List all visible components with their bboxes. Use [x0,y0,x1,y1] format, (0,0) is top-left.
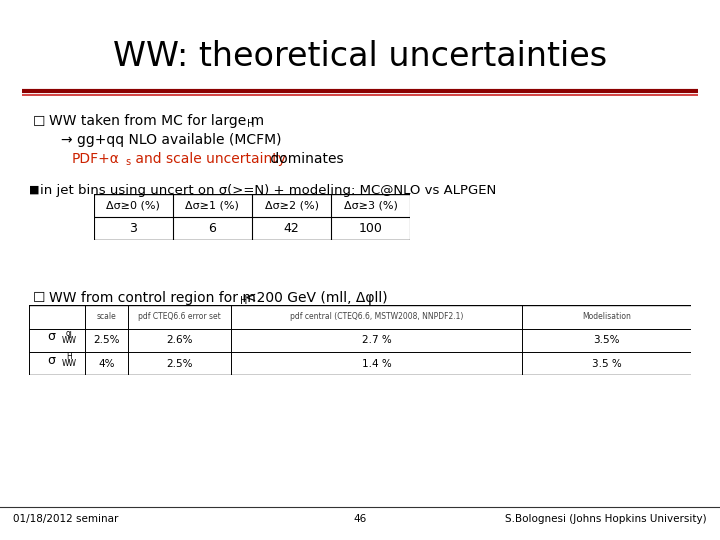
Text: 2.7 %: 2.7 % [361,335,392,345]
Text: WW from control region for m: WW from control region for m [49,291,256,305]
Text: 2.5%: 2.5% [94,335,120,345]
Text: and scale uncertainty: and scale uncertainty [131,152,286,166]
Text: WW: WW [61,359,76,368]
Text: s: s [125,157,130,167]
Text: H: H [66,352,72,361]
Text: ■: ■ [29,185,40,195]
Text: 01/18/2012 seminar: 01/18/2012 seminar [13,515,118,524]
Text: WW: theoretical uncertainties: WW: theoretical uncertainties [113,40,607,73]
Text: Δσ≥3 (%): Δσ≥3 (%) [344,201,397,211]
Text: 3: 3 [130,222,137,235]
Text: 2.5%: 2.5% [166,359,193,369]
Text: → gg+qq NLO available (MCFM): → gg+qq NLO available (MCFM) [61,133,282,147]
Text: H: H [247,119,254,129]
Text: pdf CTEQ6.6 error set: pdf CTEQ6.6 error set [138,312,221,321]
Text: ☐: ☐ [32,114,45,129]
Text: scale: scale [96,312,117,321]
Text: σ: σ [48,330,55,343]
Text: 100: 100 [359,222,383,235]
Text: σ: σ [48,354,55,367]
Text: Δσ≥1 (%): Δσ≥1 (%) [186,201,239,211]
Text: Δσ≥2 (%): Δσ≥2 (%) [265,201,319,211]
Text: H: H [240,296,247,306]
Text: Δσ≥0 (%): Δσ≥0 (%) [107,201,160,211]
Text: 46: 46 [354,515,366,524]
Text: 6: 6 [209,222,216,235]
Text: Modelisation: Modelisation [582,312,631,321]
Text: in jet bins using uncert on σ(>=N) + modeling: MC@NLO vs ALPGEN: in jet bins using uncert on σ(>=N) + mod… [40,184,496,197]
Text: WW taken from MC for large m: WW taken from MC for large m [49,114,264,129]
Text: pdf central (CTEQ6.6, MSTW2008, NNPDF2.1): pdf central (CTEQ6.6, MSTW2008, NNPDF2.1… [290,312,463,321]
Text: 1.4 %: 1.4 % [361,359,392,369]
Text: PDF+α: PDF+α [72,152,120,166]
Text: 3.5%: 3.5% [593,335,620,345]
Text: WW: WW [61,336,76,345]
Text: 42: 42 [284,222,300,235]
Text: 3.5 %: 3.5 % [592,359,621,369]
Text: oj: oj [66,329,72,338]
Text: 2.6%: 2.6% [166,335,193,345]
Text: dominates: dominates [266,152,343,166]
Text: ☐: ☐ [32,291,45,305]
Text: <200 GeV (mll, Δφll): <200 GeV (mll, Δφll) [245,291,387,305]
Text: S.Bolognesi (Johns Hopkins University): S.Bolognesi (Johns Hopkins University) [505,515,707,524]
Text: 4%: 4% [99,359,115,369]
